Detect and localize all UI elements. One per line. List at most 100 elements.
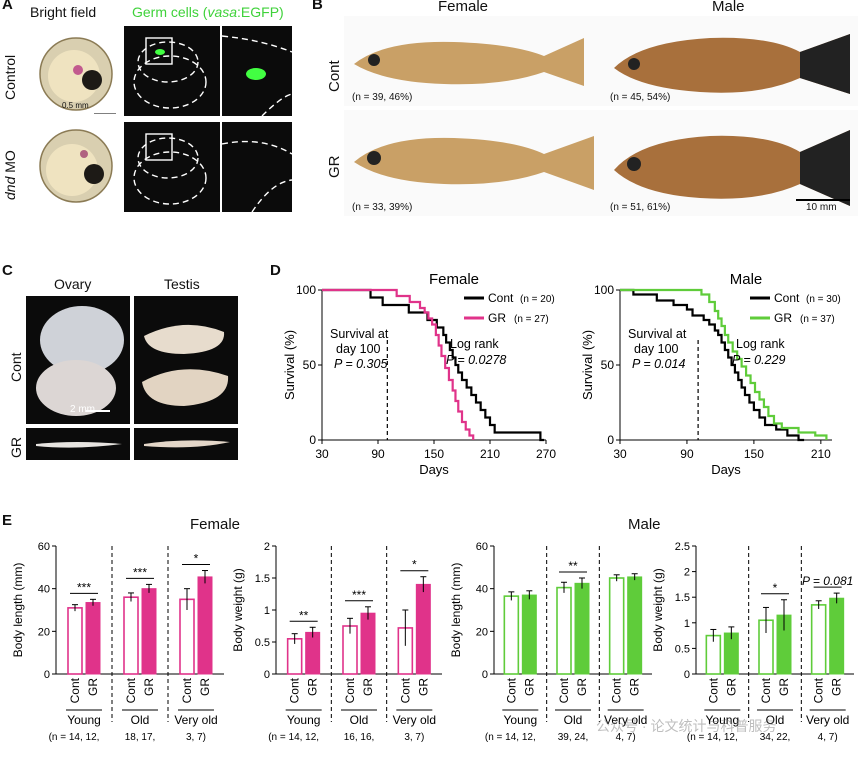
bar-label-gr: GR bbox=[724, 678, 738, 696]
y-tick-label: 60 bbox=[38, 541, 50, 553]
y-tick-label: 40 bbox=[476, 584, 488, 596]
bar-gr-very-old bbox=[197, 576, 213, 675]
y-tick-label: 0 bbox=[684, 669, 690, 681]
survival-line-gr bbox=[620, 288, 828, 440]
significance-label: *** bbox=[352, 588, 366, 602]
survival-line-cont bbox=[322, 288, 545, 442]
scale-bar-b bbox=[796, 199, 850, 201]
bar-gr-young bbox=[85, 602, 101, 675]
logrank-label: Log rank bbox=[450, 337, 499, 351]
significance-label: ** bbox=[568, 559, 578, 573]
y-tick-label: 2.5 bbox=[675, 541, 690, 553]
significance-label: *** bbox=[133, 565, 147, 579]
legend-n-cont: (n = 30) bbox=[806, 294, 841, 305]
n-label: 16, 16, bbox=[344, 732, 375, 743]
fish-female-cont bbox=[344, 16, 600, 106]
x-tick-label: 150 bbox=[424, 447, 444, 461]
y-tick-label: 0 bbox=[264, 669, 270, 681]
fish-male-gr-svg bbox=[614, 130, 850, 206]
bar-label-cont: Cont bbox=[759, 677, 773, 703]
y-tick-label: 1.5 bbox=[675, 592, 690, 604]
significance-label: * bbox=[773, 581, 778, 595]
panel-b-letter: B bbox=[312, 0, 323, 13]
bar-label-cont: Cont bbox=[504, 677, 518, 703]
testis-cont-svg bbox=[142, 324, 229, 406]
n-label: (n = 14, 12, bbox=[49, 732, 100, 743]
group-label: Young bbox=[706, 713, 740, 727]
x-tick-label: 90 bbox=[680, 447, 694, 461]
germ-dnd-svg bbox=[133, 133, 207, 205]
group-label: Very old bbox=[604, 713, 647, 727]
y-axis-label: Survival (%) bbox=[282, 330, 297, 400]
significance-label: * bbox=[194, 552, 199, 566]
panel-a-letter: A bbox=[2, 0, 13, 13]
bar-label-gr: GR bbox=[628, 678, 642, 696]
row-gr-label-b: GR bbox=[326, 155, 343, 179]
scale-label-c: 2 mm bbox=[70, 404, 95, 415]
bar-label-gr: GR bbox=[522, 678, 536, 696]
significance-label: * bbox=[412, 558, 417, 572]
n-label: (n = 14, 12, bbox=[268, 732, 319, 743]
group-label: Young bbox=[504, 713, 538, 727]
bar-label-gr: GR bbox=[198, 678, 212, 696]
n-label: 3, 7) bbox=[186, 732, 206, 743]
group-label: Old bbox=[131, 713, 150, 727]
logrank-p: P = 0.229 bbox=[732, 353, 785, 367]
survival-female-chart: 0 50 100 30 90 150 210 270 Days Survival (%) Femal… bbox=[282, 271, 556, 477]
male-weight-chart: 0 0.5 1 1.5 2 2.5 Body weight (g) Cont GR Young (n… bbox=[651, 541, 854, 743]
group-label: Old bbox=[350, 713, 369, 727]
x-tick-label: 150 bbox=[744, 447, 764, 461]
bar-cont-very-old bbox=[608, 577, 625, 675]
n-label: 39, 24, bbox=[558, 732, 589, 743]
y-axis-label: Body weight (g) bbox=[651, 568, 665, 651]
germ-dnd-zoom bbox=[222, 122, 292, 212]
survival-note-2: day 100 bbox=[634, 342, 679, 356]
n-label: 34, 22, bbox=[760, 732, 791, 743]
bar-cont-young bbox=[503, 595, 520, 675]
fish-male-cont-svg bbox=[614, 34, 850, 94]
bar-label-cont: Cont bbox=[557, 677, 571, 703]
group-label: Old bbox=[766, 713, 785, 727]
panel-d-letter: D bbox=[270, 262, 281, 279]
ovary-cont-image bbox=[26, 296, 130, 424]
x-tick-label: 90 bbox=[371, 447, 385, 461]
y-tick-label: 2 bbox=[684, 567, 690, 579]
y-tick-label: 40 bbox=[38, 584, 50, 596]
scale-bar-a: 0.5 mm bbox=[62, 101, 89, 110]
testis-cont-image bbox=[134, 296, 238, 424]
bar-gr-very-old bbox=[627, 576, 643, 675]
group-label: Young bbox=[287, 713, 321, 727]
y-axis-label: Body length (mm) bbox=[11, 563, 25, 658]
bar-label-gr: GR bbox=[416, 678, 430, 696]
bar-cont-very-old bbox=[810, 604, 827, 675]
y-tick-label: 0.5 bbox=[255, 637, 270, 649]
legend-n-cont: (n = 20) bbox=[520, 294, 555, 305]
y-tick-label: 0 bbox=[44, 669, 50, 681]
y-tick-label: 50 bbox=[601, 358, 615, 372]
row-dnd-mo: MO bbox=[2, 150, 18, 177]
group-label: Very old bbox=[174, 713, 217, 727]
n-label: (n = 14, 12, bbox=[485, 732, 536, 743]
significance-label: *** bbox=[77, 580, 91, 594]
significance-label: P = 0.081 bbox=[802, 574, 853, 588]
x-tick-label: 30 bbox=[315, 447, 329, 461]
germ-cells-title-a: Germ cells ( bbox=[132, 4, 208, 20]
legend-label-cont: Cont bbox=[774, 291, 800, 305]
survival-line-gr bbox=[322, 288, 475, 440]
logrank-label: Log rank bbox=[736, 337, 785, 351]
watermark-text: 公众号 · 论文统计与科普服务 bbox=[596, 718, 777, 734]
n-label: 18, 17, bbox=[125, 732, 156, 743]
y-tick-label: 50 bbox=[303, 358, 317, 372]
bar-cont-young bbox=[286, 638, 303, 675]
n-label: (n = 14, 12, bbox=[687, 732, 738, 743]
bar-label-gr: GR bbox=[361, 678, 375, 696]
bar-cont-young bbox=[67, 607, 83, 675]
y-tick-label: 0.5 bbox=[675, 643, 690, 655]
x-tick-label: 210 bbox=[811, 447, 831, 461]
bar-label-cont: Cont bbox=[343, 677, 357, 703]
col-male-title: Male bbox=[712, 0, 745, 15]
n-label: 4, 7) bbox=[818, 732, 838, 743]
y-axis-label: Body length (mm) bbox=[449, 563, 463, 658]
bar-gr-old bbox=[574, 582, 590, 675]
row-dnd-gene: dnd bbox=[2, 176, 18, 200]
